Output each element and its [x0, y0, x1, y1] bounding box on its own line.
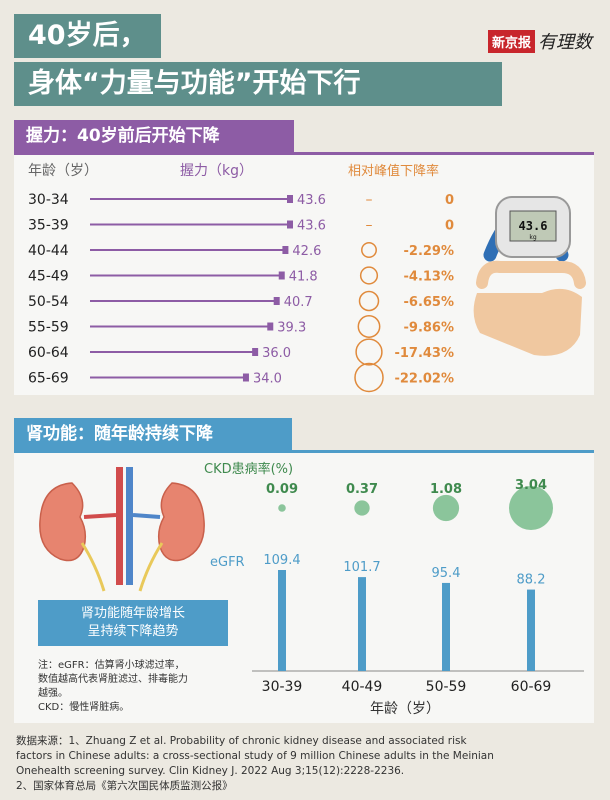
grip-panel: 年龄（岁） 握力（kg） 相对峰值下降率 30-34 43.6 – 0 35-39 43.… [14, 155, 594, 395]
kidney-footnote-line-2: 数值越高代表肾脏滤过、排毒能力 [38, 674, 188, 685]
title-line-1: 40岁后， [14, 14, 161, 58]
source-line-4: 2、国家体育总局《第六次国民体质监测公报》 [16, 780, 233, 792]
brand-logo-text: 新京报 [487, 29, 535, 53]
grip-decline-label: -22.02% [394, 372, 454, 387]
ckd-bubble [278, 504, 286, 512]
kidney-x-tick-label: 60-69 [511, 679, 552, 695]
egfr-bar [278, 570, 286, 671]
kidney-x-tick-label: 50-59 [426, 679, 467, 695]
source-line-2: factors in Chinese adults: a cross-secti… [16, 750, 494, 762]
grip-decline-label: -6.65% [404, 295, 455, 310]
egfr-bar [358, 577, 366, 671]
kidney-x-tick-label: 30-39 [262, 679, 303, 695]
title-block: 40岁后， 身体“力量与功能”开始下行 [14, 14, 502, 106]
grip-bar-end [252, 348, 259, 356]
ckd-value-label: 0.09 [266, 482, 298, 497]
grip-decline-label: 0 [445, 219, 454, 234]
grip-bar-end [267, 322, 274, 331]
ckd-series-label: CKD患病率(%) [204, 461, 293, 477]
grip-col-grip: 握力（kg） [180, 163, 253, 179]
grip-decline-circle [359, 266, 379, 285]
egfr-value-label: 88.2 [517, 573, 546, 588]
grip-decline-circle [354, 362, 384, 393]
kidney-chart: CKD患病率(%) eGFR 0.09 109.4 30-39 0.37 101.7 40… [39, 461, 584, 717]
source-line-3: Onehealth screening survey. Clin Kidney … [16, 765, 405, 777]
grip-decline-label: -17.43% [394, 346, 454, 361]
kidney-footnote-line-4: CKD：慢性肾脏病。 [38, 702, 130, 713]
kidney-footnote-line-3: 越强。 [38, 688, 68, 699]
egfr-value-label: 95.4 [432, 566, 461, 581]
egfr-series-label: eGFR [210, 555, 245, 570]
grip-bar-end [282, 246, 289, 254]
grip-bar-end [278, 271, 285, 280]
sources: 数据来源：1、Zhuang Z et al. Probability of ch… [16, 734, 596, 794]
ckd-bubble [509, 486, 553, 530]
dynamometer-icon: 43.6 kg [473, 196, 586, 356]
grip-bar-end [287, 220, 293, 229]
title-line-2: 身体“力量与功能”开始下行 [14, 62, 502, 106]
grip-age-label: 30-34 [28, 192, 69, 208]
ckd-value-label: 0.37 [346, 482, 378, 497]
egfr-bar [527, 589, 535, 671]
egfr-value-label: 109.4 [263, 553, 300, 568]
grip-bar-end [273, 297, 280, 305]
grip-section-rule [14, 152, 594, 155]
dynamometer-reading: 43.6 [519, 219, 548, 233]
grip-decline-circle [355, 338, 383, 366]
grip-bar-end [242, 373, 249, 382]
brand-script-text: 有理数 [538, 32, 592, 53]
grip-col-decline: 相对峰值下降率 [348, 163, 439, 179]
grip-decline-label: -9.86% [404, 321, 455, 336]
grip-age-label: 65-69 [28, 371, 69, 387]
grip-age-label: 55-59 [28, 320, 69, 336]
grip-value-label: 36.0 [262, 346, 291, 361]
grip-value-label: 39.3 [277, 321, 306, 336]
grip-age-label: 45-49 [28, 269, 69, 285]
kidney-footnote: 注：eGFR：估算肾小球滤过率， 数值越高代表肾脏滤过、排毒能力 越强。 CKD… [38, 659, 228, 715]
kidney-footnote-line-1: 注：eGFR：估算肾小球滤过率， [38, 660, 185, 671]
grip-age-label: 35-39 [28, 218, 69, 234]
kidney-note-box: 肾功能随年龄增长 呈持续下降趋势 [38, 600, 228, 646]
grip-value-label: 41.8 [289, 270, 318, 285]
grip-decline-mark: – [366, 218, 373, 234]
grip-age-label: 60-64 [28, 345, 69, 361]
kidney-icon [39, 467, 205, 592]
kidney-note-line-1: 肾功能随年龄增长 [80, 606, 185, 621]
egfr-value-label: 101.7 [343, 560, 380, 575]
grip-col-age: 年龄（岁） [28, 163, 98, 179]
grip-value-label: 42.6 [292, 244, 321, 259]
kidney-note-line-2: 呈持续下降趋势 [87, 624, 179, 639]
grip-chart: 年龄（岁） 握力（kg） 相对峰值下降率 30-34 43.6 – 0 35-39 43.… [28, 163, 586, 393]
grip-decline-circle [361, 242, 377, 258]
ckd-value-label: 1.08 [430, 482, 462, 497]
grip-value-label: 34.0 [253, 372, 282, 387]
grip-decline-label: -2.29% [404, 244, 455, 259]
grip-decline-label: 0 [445, 193, 454, 208]
grip-decline-circle [358, 290, 380, 312]
source-line-1: 数据来源：1、Zhuang Z et al. Probability of ch… [16, 735, 467, 747]
grip-section-header: 握力：40岁前后开始下降 [14, 120, 294, 152]
grip-age-label: 40-44 [28, 243, 69, 259]
brand-logo: 新京报 有理数 [487, 28, 592, 54]
kidney-section-rule [14, 450, 594, 453]
kidney-section-header: 肾功能：随年龄持续下降 [14, 418, 292, 450]
kidney-panel: CKD患病率(%) eGFR 0.09 109.4 30-39 0.37 101.7 40… [14, 453, 594, 723]
egfr-bar [442, 582, 450, 671]
ckd-bubble [354, 500, 370, 516]
grip-decline-mark: – [366, 192, 373, 208]
grip-decline-label: -4.13% [404, 270, 455, 285]
grip-age-label: 50-54 [28, 294, 69, 310]
grip-decline-circle [357, 315, 381, 338]
kidney-x-tick-label: 40-49 [342, 679, 383, 695]
grip-bar-end [287, 195, 293, 203]
ckd-bubble [432, 494, 460, 522]
dynamometer-unit: kg [529, 234, 536, 241]
kidney-x-axis-label: 年龄（岁） [370, 701, 440, 717]
ckd-value-label: 3.04 [515, 478, 547, 493]
grip-value-label: 43.6 [297, 193, 326, 208]
grip-value-label: 43.6 [297, 219, 326, 234]
grip-value-label: 40.7 [284, 295, 313, 310]
